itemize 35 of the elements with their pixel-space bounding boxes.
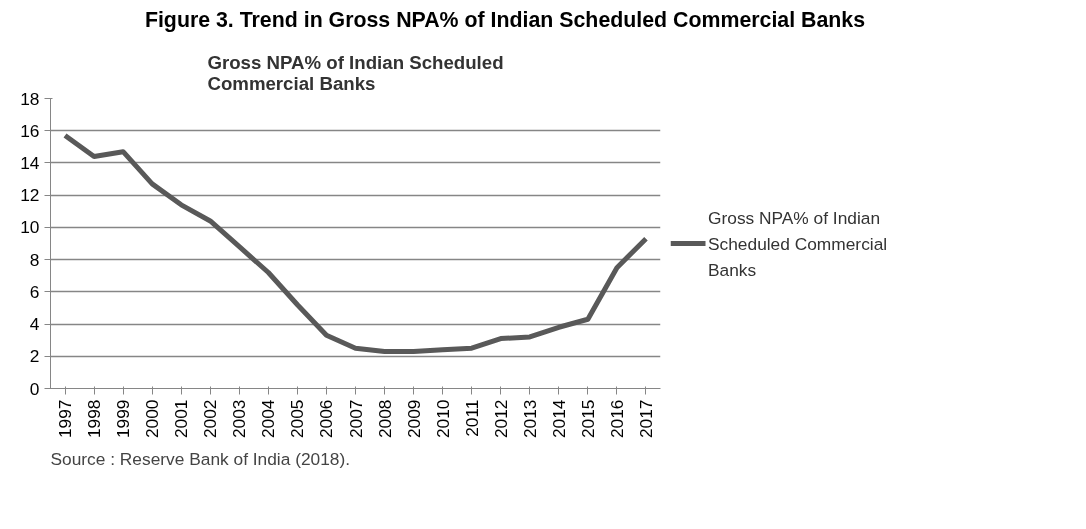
x-tick-label: 2004 (258, 399, 279, 439)
legend-label: Gross NPA% of Indian Scheduled Commercial Banks (708, 207, 888, 280)
source-note: Source : Reserve Bank of India (2018). (50, 448, 351, 469)
y-tick-label: 16 (20, 120, 40, 141)
y-tick-label: 6 (29, 281, 40, 302)
x-tick-label: 2008 (374, 399, 395, 439)
x-tick-label: 2007 (345, 399, 366, 439)
x-tick-label: 1999 (113, 399, 134, 439)
x-tick-label: 2003 (229, 399, 250, 439)
x-tick-label: 2000 (142, 399, 163, 439)
x-tick-label: 2016 (606, 399, 627, 439)
y-tick-label: 0 (29, 378, 40, 399)
y-tick-label: 4 (29, 314, 40, 335)
x-tick-label: 2010 (432, 399, 453, 439)
chart-subtitle: Gross NPA% of Indian Scheduled Commercial Banks (207, 51, 504, 94)
x-tick-label: 2014 (548, 399, 569, 439)
chart-title: Figure 3. Trend in Gross NPA% of Indian Scheduled Commercial Banks (144, 7, 866, 34)
y-tick-label: 2 (29, 346, 40, 367)
x-tick-label: 2015 (577, 399, 598, 439)
x-tick-label: 2017 (635, 399, 656, 439)
x-tick-label: 2001 (171, 399, 192, 439)
x-tick-label: 2005 (287, 399, 308, 439)
x-tick-label: 1997 (55, 399, 76, 439)
y-tick-label: 18 (20, 88, 40, 109)
x-tick-label: 2002 (200, 399, 221, 439)
x-tick-label: 2011 (461, 399, 482, 437)
y-tick-label: 10 (20, 217, 40, 238)
x-tick-label: 2012 (490, 399, 511, 439)
y-tick-label: 12 (20, 185, 40, 206)
x-tick-label: 2009 (403, 399, 424, 439)
x-tick-label: 1998 (84, 399, 105, 439)
x-tick-label: 2013 (519, 399, 540, 439)
x-tick-label: 2006 (316, 399, 337, 439)
y-tick-label: 8 (29, 249, 40, 270)
y-tick-label: 14 (20, 152, 40, 173)
